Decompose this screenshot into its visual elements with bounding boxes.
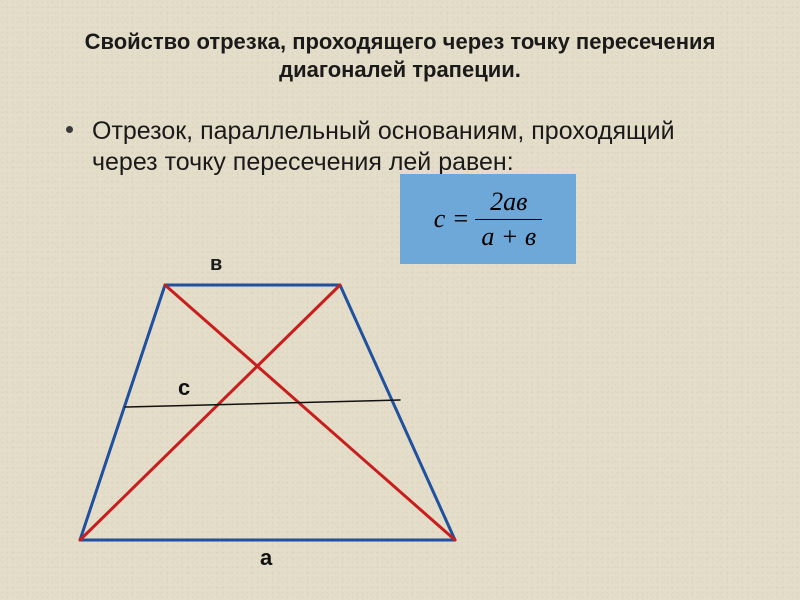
slide: Свойство отрезка, проходящего через точк…	[0, 0, 800, 600]
diagram-svg	[70, 275, 490, 575]
label-bottom-base: а	[260, 545, 272, 571]
bullet-dot-icon	[66, 126, 73, 133]
formula-box: с = 2ав а + в	[400, 174, 576, 264]
slide-title: Свойство отрезка, проходящего через точк…	[80, 28, 720, 83]
trapezoid-diagram: с а	[70, 275, 490, 575]
formula-lhs: с =	[434, 204, 470, 234]
label-top-base: в	[210, 253, 222, 276]
label-segment-c: с	[178, 375, 190, 401]
formula-numerator: 2ав	[484, 187, 533, 219]
bullet-text: Отрезок, параллельный основаниям, проход…	[92, 116, 732, 179]
formula-denominator: а + в	[475, 220, 542, 252]
formula-fraction: 2ав а + в	[475, 187, 542, 252]
formula: с = 2ав а + в	[434, 187, 542, 252]
